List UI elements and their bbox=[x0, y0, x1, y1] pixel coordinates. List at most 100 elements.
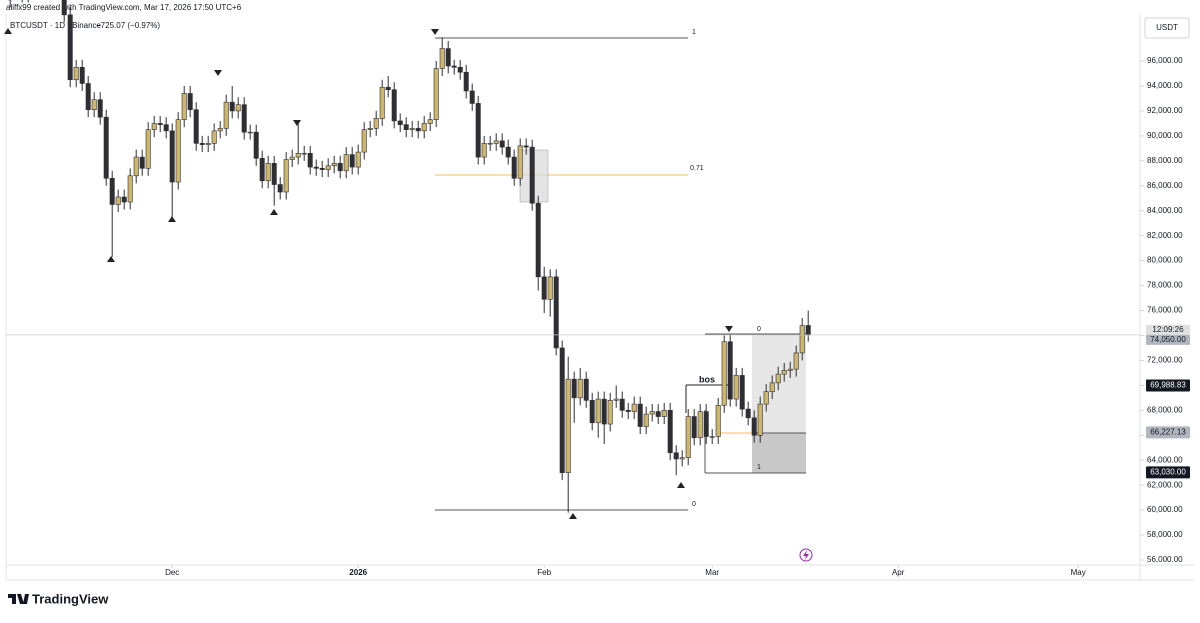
range-box bbox=[752, 433, 806, 473]
candle-body bbox=[115, 196, 121, 205]
price-change: −725.07 (−0.97%) bbox=[96, 21, 160, 30]
range-label: 1 bbox=[757, 464, 761, 471]
candle-body bbox=[679, 457, 685, 460]
brand: TradingView bbox=[32, 591, 109, 606]
alert-icon[interactable] bbox=[803, 550, 809, 560]
candle-body bbox=[127, 175, 133, 203]
candle-body bbox=[313, 166, 319, 169]
candle-body bbox=[85, 83, 91, 110]
candle-body bbox=[319, 168, 325, 170]
candle-body bbox=[451, 65, 457, 68]
price-marker bbox=[1146, 426, 1190, 439]
candle-body bbox=[379, 86, 385, 119]
candle-body bbox=[469, 90, 475, 104]
candle-body bbox=[793, 352, 799, 370]
y-tick-label: 72,000.00 bbox=[1147, 356, 1183, 365]
candle-body bbox=[601, 398, 607, 425]
candle-body bbox=[373, 118, 379, 129]
candle-body bbox=[91, 99, 97, 110]
candle-body bbox=[337, 163, 343, 172]
candle-body bbox=[181, 93, 187, 120]
pivot-marker bbox=[569, 513, 577, 519]
candle-body bbox=[637, 403, 643, 427]
candle-body bbox=[283, 159, 289, 193]
y-tick-label: 62,000.00 bbox=[1147, 480, 1183, 489]
candle-body bbox=[241, 104, 247, 133]
candle-body bbox=[799, 325, 805, 354]
candle-body bbox=[133, 156, 139, 177]
candle-body bbox=[775, 373, 781, 384]
candle-body bbox=[745, 408, 751, 419]
candle-body bbox=[103, 116, 109, 179]
pivot-marker bbox=[107, 256, 115, 262]
price-marker-label: 69,988.83 bbox=[1150, 381, 1186, 390]
x-tick-label: Mar bbox=[705, 568, 719, 577]
candle-body bbox=[517, 145, 523, 179]
currency[interactable]: USDT bbox=[1156, 23, 1178, 32]
candle-body bbox=[151, 123, 157, 130]
pivot-marker bbox=[168, 216, 176, 222]
last-price-label: 74,050.00 bbox=[1150, 335, 1186, 344]
pivot-marker bbox=[725, 326, 733, 332]
candle-body bbox=[697, 411, 703, 439]
candle-body bbox=[643, 413, 649, 427]
alert-icon[interactable] bbox=[799, 548, 813, 562]
candle-body bbox=[787, 368, 793, 371]
candle-body bbox=[145, 129, 151, 169]
candle-body bbox=[385, 86, 391, 91]
candle-body bbox=[217, 128, 223, 132]
candle-body bbox=[301, 153, 307, 155]
candle-body bbox=[445, 48, 451, 67]
candle-body bbox=[475, 103, 481, 158]
price-marker bbox=[1146, 379, 1190, 392]
x-tick-label: May bbox=[1071, 568, 1086, 577]
logo-mark bbox=[8, 594, 29, 604]
candle-body bbox=[295, 153, 301, 158]
range-label: 0 bbox=[757, 326, 761, 333]
candle-body bbox=[427, 119, 433, 124]
x-tick-label: Dec bbox=[165, 568, 179, 577]
candle-body bbox=[247, 131, 253, 134]
pivot-marker bbox=[270, 209, 278, 215]
y-tick-label: 64,000.00 bbox=[1147, 455, 1183, 464]
credit: aliffx99 created with TradingView.com, M… bbox=[6, 3, 242, 12]
pivot-marker bbox=[677, 482, 685, 488]
candle-body bbox=[709, 436, 715, 438]
symbol-title: BTCUSDT · 1D · Binance bbox=[10, 21, 102, 30]
candle-body bbox=[511, 156, 517, 179]
candle-body bbox=[673, 452, 679, 460]
candle-body bbox=[169, 130, 175, 183]
x-tick-label: 2026 bbox=[349, 568, 367, 577]
candle-body bbox=[481, 143, 487, 158]
candle-body bbox=[109, 177, 115, 205]
candle-body bbox=[613, 398, 619, 401]
candle-body bbox=[499, 140, 505, 148]
fib-label: 1 bbox=[692, 29, 696, 36]
candle-body bbox=[559, 347, 565, 473]
candle-body bbox=[157, 123, 163, 125]
pivot-marker bbox=[4, 28, 12, 34]
candle-body bbox=[655, 411, 661, 417]
candle-body bbox=[367, 128, 373, 130]
candle-body bbox=[721, 341, 727, 406]
candle-body bbox=[547, 276, 553, 300]
candle-body bbox=[769, 382, 775, 392]
candle-body bbox=[397, 120, 403, 125]
candle-body bbox=[415, 128, 421, 132]
candle-body bbox=[595, 398, 601, 424]
candle-body bbox=[433, 68, 439, 120]
currency-box[interactable] bbox=[1144, 17, 1190, 39]
candle-body bbox=[229, 101, 235, 112]
candle-body bbox=[463, 71, 469, 92]
fib-label: 0 bbox=[692, 501, 696, 508]
x-tick-label: Apr bbox=[892, 568, 905, 577]
candle-body bbox=[589, 400, 595, 424]
candle-body bbox=[457, 66, 463, 73]
candle-body bbox=[67, 14, 73, 81]
y-tick-label: 88,000.00 bbox=[1147, 156, 1183, 165]
candle-body bbox=[121, 196, 127, 203]
candle-body bbox=[331, 163, 337, 167]
candle-body bbox=[175, 119, 181, 183]
candle-body bbox=[661, 410, 667, 417]
